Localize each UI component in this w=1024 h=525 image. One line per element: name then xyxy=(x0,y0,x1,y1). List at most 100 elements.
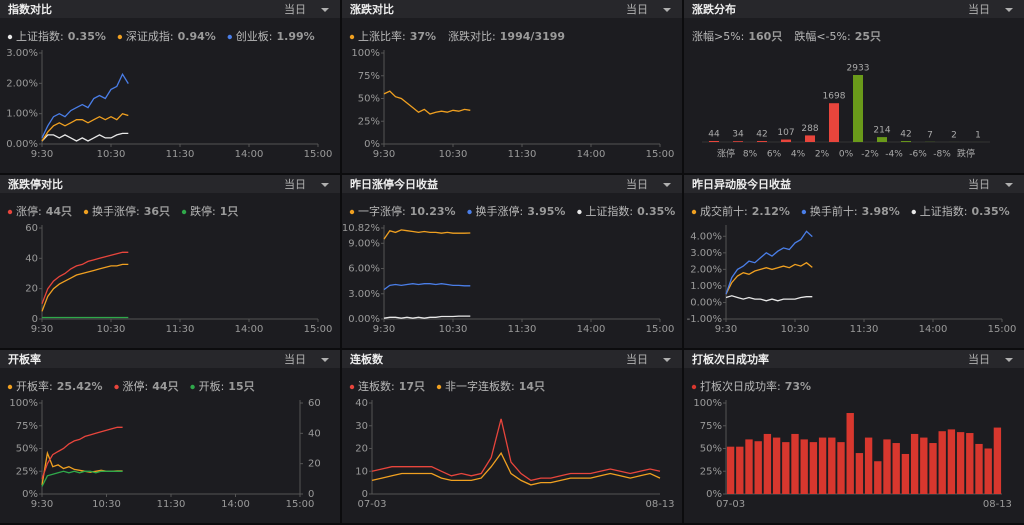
legend-value: 25.42% xyxy=(57,380,103,393)
panel-title: 指数对比 xyxy=(8,2,52,16)
period-select[interactable]: 当日 xyxy=(626,177,648,191)
period-select[interactable]: 当日 xyxy=(968,352,990,366)
series-line xyxy=(725,261,813,295)
y-tick-label: 10.82% xyxy=(342,223,380,234)
x-tick-label: 14:00 xyxy=(235,149,264,160)
y-tick-label: 3.00% xyxy=(690,248,722,259)
panel xyxy=(0,175,340,348)
legend-dot xyxy=(83,209,89,215)
bin-label: 跌停 xyxy=(957,148,975,160)
period-select[interactable]: 当日 xyxy=(284,352,306,366)
value-label: 44 xyxy=(708,129,720,139)
dropdown-arrow[interactable] xyxy=(321,183,329,187)
x-tick-label: 14:00 xyxy=(577,149,606,160)
bar xyxy=(763,433,772,494)
y-tick-label: 100% xyxy=(693,398,722,409)
legend-dot xyxy=(349,34,355,40)
bar xyxy=(733,141,743,142)
bar xyxy=(726,446,735,494)
value-label: 107 xyxy=(777,128,794,138)
dropdown-arrow[interactable] xyxy=(1005,358,1013,362)
series-line xyxy=(41,426,123,480)
y-tick-label: 50% xyxy=(700,444,722,455)
bar xyxy=(846,413,854,494)
bar xyxy=(709,140,719,142)
legend-name: 开板率: xyxy=(16,379,53,393)
legend-dot xyxy=(467,209,472,215)
legend-value: 1只 xyxy=(220,205,239,218)
period-select[interactable]: 当日 xyxy=(626,2,648,16)
y-tick-label: 75% xyxy=(16,421,38,432)
panel-header xyxy=(0,175,340,193)
legend-name: 深证成指: xyxy=(126,29,174,43)
legend-value: 44只 xyxy=(152,380,178,393)
bar xyxy=(853,75,863,142)
bar xyxy=(800,439,808,494)
dropdown-arrow[interactable] xyxy=(663,183,671,187)
x-tick-label: 15:00 xyxy=(646,324,675,335)
y-tick-label: 0.00% xyxy=(690,297,722,308)
period-select[interactable]: 当日 xyxy=(626,352,648,366)
x-tick-label: 15:00 xyxy=(646,149,675,160)
bar xyxy=(892,443,900,494)
legend-dot xyxy=(691,384,697,390)
x-tick-label: 9:30 xyxy=(715,324,737,335)
bar xyxy=(910,433,919,494)
y-tick-label: 2.00% xyxy=(690,264,722,275)
dropdown-arrow[interactable] xyxy=(663,358,671,362)
bar xyxy=(920,437,928,494)
legend-value: 37% xyxy=(410,30,436,43)
panel-title: 开板率 xyxy=(8,352,41,366)
legend-dot xyxy=(349,209,355,215)
x-tick-label: 11:30 xyxy=(850,324,879,335)
period-select[interactable]: 当日 xyxy=(968,2,990,16)
legend-dot xyxy=(227,34,232,40)
bar xyxy=(837,442,845,494)
x-tick-label: 9:30 xyxy=(31,324,53,335)
bar xyxy=(864,437,873,494)
y-tick-label: 25% xyxy=(700,466,722,477)
x-tick-label: 9:30 xyxy=(373,324,395,335)
legend-value: 3199 xyxy=(534,30,565,43)
series-line xyxy=(383,90,471,115)
dropdown-arrow[interactable] xyxy=(321,8,329,12)
dropdown-arrow[interactable] xyxy=(1005,183,1013,187)
x-tick-label: 9:30 xyxy=(31,499,53,510)
dropdown-arrow[interactable] xyxy=(663,8,671,12)
dropdown-arrow[interactable] xyxy=(321,358,329,362)
legend-name: 涨停: xyxy=(16,204,42,218)
value-label: 1698 xyxy=(823,92,846,102)
period-select[interactable]: 当日 xyxy=(284,177,306,191)
legend-value: 15只 xyxy=(228,380,254,393)
legend-value: 36只 xyxy=(144,205,170,218)
y-tick-label: 10 xyxy=(355,466,368,477)
y2-tick-label: 20 xyxy=(308,459,321,470)
y-tick-label: 75% xyxy=(358,71,380,82)
legend-value: 73% xyxy=(785,380,811,393)
y-tick-label: 20 xyxy=(355,444,368,455)
legend-dot xyxy=(436,384,442,390)
bar xyxy=(883,439,891,494)
value-label: 7 xyxy=(927,130,933,140)
bar xyxy=(929,443,937,494)
bar xyxy=(975,443,983,494)
dropdown-arrow[interactable] xyxy=(1005,8,1013,12)
x-tick-label: 15:00 xyxy=(304,149,333,160)
legend-name: 涨停: xyxy=(123,379,149,393)
bar xyxy=(877,137,887,142)
legend-name: 换手涨停: xyxy=(476,204,524,218)
panel xyxy=(0,0,340,173)
value-label: 2 xyxy=(951,130,957,140)
legend-dot xyxy=(7,34,13,40)
legend-name: 一字涨停: xyxy=(358,204,406,218)
x-tick-label: 14:00 xyxy=(577,324,606,335)
period-select[interactable]: 当日 xyxy=(968,177,990,191)
y-tick-label: 0% xyxy=(364,139,380,150)
series-line xyxy=(41,112,129,142)
x-tick-label: 10:30 xyxy=(781,324,810,335)
panel-header xyxy=(684,350,1024,368)
panel xyxy=(342,0,682,173)
x-tick-label: 15:00 xyxy=(286,499,315,510)
period-select[interactable]: 当日 xyxy=(284,2,306,16)
panel-title: 涨跌对比 xyxy=(350,2,394,16)
